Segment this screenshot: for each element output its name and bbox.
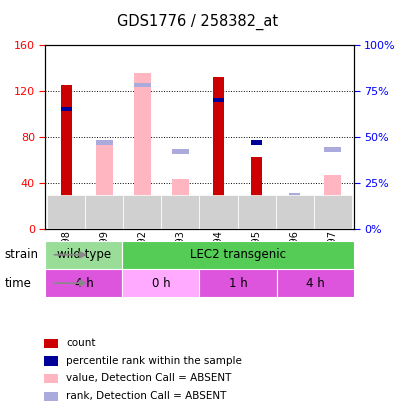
Bar — [44, 392, 58, 401]
Bar — [213, 77, 224, 229]
Text: count: count — [66, 338, 96, 348]
Bar — [213, 98, 224, 102]
Text: LEC2 transgenic: LEC2 transgenic — [190, 248, 286, 261]
Bar — [47, 195, 85, 229]
Bar — [251, 140, 262, 145]
Bar — [44, 356, 58, 366]
Bar — [276, 269, 354, 297]
Bar — [44, 339, 58, 348]
Text: 4 h: 4 h — [306, 277, 324, 290]
Bar — [61, 107, 71, 111]
Text: 4 h: 4 h — [75, 277, 93, 290]
Bar — [96, 140, 113, 145]
Bar — [237, 195, 276, 229]
Bar — [45, 241, 122, 269]
Bar — [289, 223, 300, 229]
Text: strain: strain — [5, 248, 39, 261]
Bar — [251, 158, 262, 229]
Bar — [85, 195, 123, 229]
Text: value, Detection Call = ABSENT: value, Detection Call = ABSENT — [66, 373, 231, 384]
Bar — [324, 147, 341, 152]
Text: 1 h: 1 h — [229, 277, 247, 290]
Bar — [44, 374, 58, 384]
Bar — [276, 195, 314, 229]
Bar — [45, 269, 122, 297]
Bar — [172, 149, 189, 154]
Bar — [324, 175, 341, 229]
Text: GDS1776 / 258382_at: GDS1776 / 258382_at — [117, 14, 278, 30]
Bar — [134, 83, 151, 87]
Text: wild type: wild type — [57, 248, 111, 261]
Bar — [199, 195, 237, 229]
Bar — [122, 241, 354, 269]
Bar — [314, 195, 352, 229]
Bar — [122, 269, 199, 297]
Bar — [172, 179, 189, 229]
Bar — [96, 143, 113, 229]
Bar — [123, 195, 162, 229]
Text: time: time — [5, 277, 32, 290]
Bar — [199, 269, 276, 297]
Bar — [134, 73, 151, 229]
Bar — [162, 195, 199, 229]
Text: percentile rank within the sample: percentile rank within the sample — [66, 356, 242, 366]
Bar — [61, 85, 71, 229]
Text: rank, Detection Call = ABSENT: rank, Detection Call = ABSENT — [66, 391, 226, 401]
Bar — [289, 193, 300, 198]
Text: 0 h: 0 h — [152, 277, 170, 290]
